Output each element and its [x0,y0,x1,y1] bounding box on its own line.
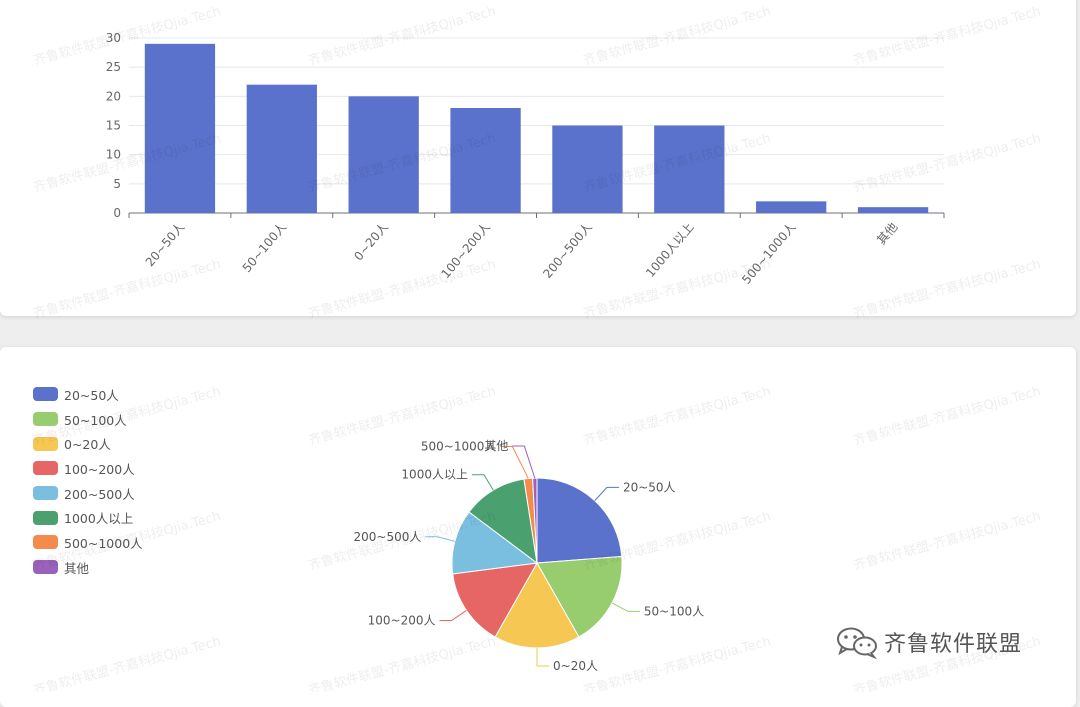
legend-swatch [33,412,58,427]
legend-label: 200~500人 [64,486,135,502]
brand-mark: 齐鲁软件联盟 [836,626,1023,660]
brand-name: 齐鲁软件联盟 [884,632,1023,657]
legend-label: 100~200人 [64,461,135,477]
pie-label-line [512,445,536,479]
pie-label: 50~100人 [644,604,704,618]
pie-slice[interactable] [536,477,623,564]
legend-item[interactable]: 500~1000人 [33,530,143,555]
bar[interactable] [144,43,216,214]
pie-slice[interactable] [536,555,623,638]
legend-label: 500~1000人 [64,535,143,551]
legend-label: 20~50人 [64,387,119,403]
y-tick-label: 20 [106,89,121,103]
bar[interactable] [348,96,419,213]
legend-item[interactable]: 1000人以上 [33,505,143,530]
y-tick-label: 0 [113,206,121,220]
legend-label: 50~100人 [64,412,127,428]
pie-slice[interactable] [451,511,539,575]
pie-label: 1000人以上 [401,468,468,482]
pie-label-line [611,602,640,612]
pie-label: 0~20人 [553,659,598,673]
bar[interactable] [552,125,623,214]
pie-label: 100~200人 [368,613,436,627]
legend-item[interactable]: 200~500人 [33,481,143,506]
legend-item[interactable]: 100~200人 [33,456,143,481]
y-tick-label: 5 [113,177,121,191]
pie-label-line [594,486,619,501]
legend-swatch [33,461,58,476]
pie-label: 500~1000人 [421,440,497,454]
legend-swatch [33,486,58,501]
legend-swatch [33,560,58,575]
legend-label: 其他 [64,560,90,576]
y-tick-label: 15 [106,119,121,133]
pie-label-line [425,536,455,542]
legend-item[interactable]: 其他 [33,555,143,580]
pie-label: 200~500人 [354,530,422,544]
pie-label-line [439,610,467,621]
pie-slice[interactable] [532,477,538,564]
legend-item[interactable]: 0~20人 [33,431,143,456]
legend-label: 0~20人 [64,437,111,453]
bar[interactable] [756,201,827,213]
pie-label: 其他 [484,439,508,453]
wechat-icon [837,627,878,660]
legend-swatch [33,387,58,402]
bar[interactable] [654,125,725,214]
y-tick-label: 30 [106,31,121,45]
legend-swatch [33,535,58,550]
pie-slice[interactable] [468,478,538,565]
bar[interactable] [246,84,317,214]
y-tick-label: 10 [106,148,121,162]
legend-item[interactable]: 20~50人 [33,382,143,407]
legend-swatch [33,510,58,525]
pie-slice[interactable] [452,562,538,638]
pie-legend: 20~50人 50~100人 0~20人 100~200人 200~500人 1000人以… [33,382,143,580]
pie-chart: 20~50人 50~100人 0~20人 100~200人 200~500人 1000人以… [354,439,705,673]
bar[interactable] [450,108,521,213]
pie-label: 20~50人 [623,480,676,494]
legend-swatch [33,436,58,451]
pie-label-line [471,474,494,491]
bar[interactable] [857,207,929,213]
pie-label-line [500,446,529,479]
legend-item[interactable]: 50~100人 [33,407,143,432]
y-tick-label: 25 [106,60,121,74]
legend-label: 1000人以上 [64,511,134,527]
pie-label-line [536,648,549,667]
